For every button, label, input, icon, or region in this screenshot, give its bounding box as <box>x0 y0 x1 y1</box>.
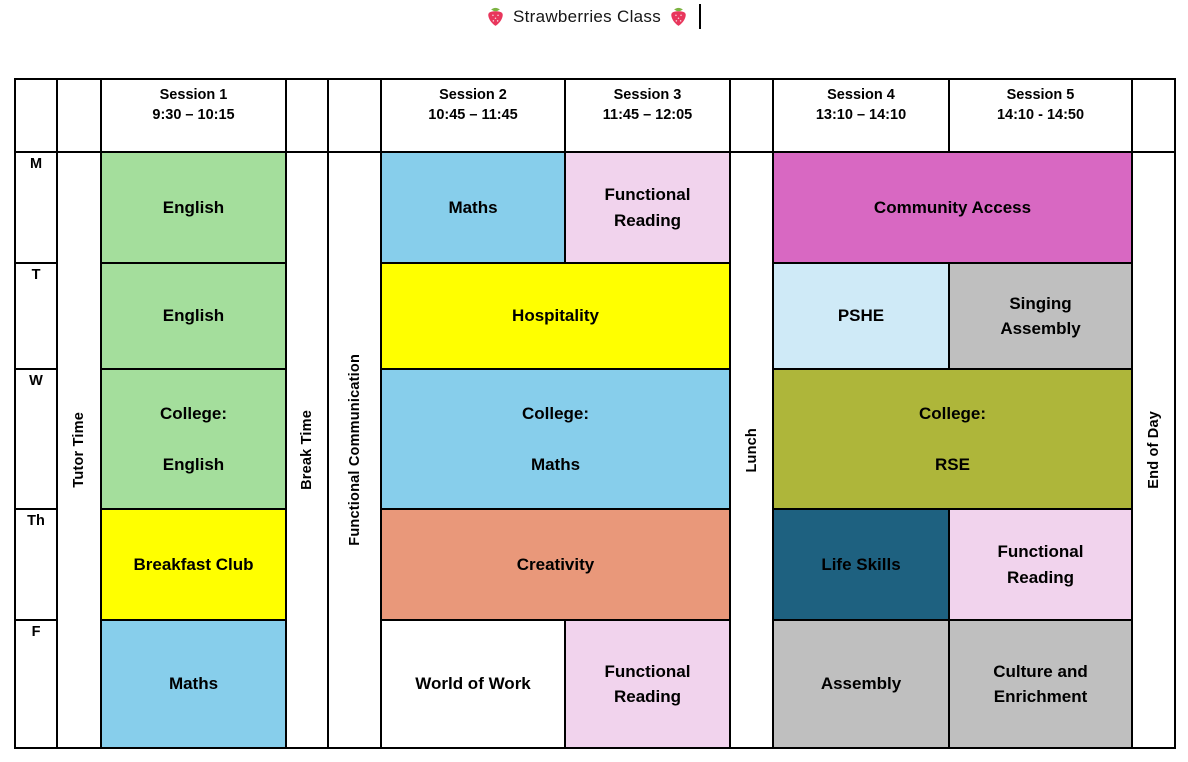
text-cursor <box>699 4 702 29</box>
cell-wednesday-session2-3[interactable]: College: Maths <box>382 370 731 510</box>
cell-wednesday-session4-5[interactable]: College: RSE <box>774 370 1133 510</box>
lunch-header-cell[interactable] <box>731 80 774 153</box>
break-time-header-cell[interactable] <box>287 80 329 153</box>
vertical-label-break-time[interactable]: Break Time <box>287 153 329 749</box>
cell-monday-session1[interactable]: English <box>102 153 287 264</box>
session5-header[interactable]: Session 5 14:10 - 14:50 <box>950 80 1133 153</box>
timetable-grid: Session 1 9:30 – 10:15 Session 2 10:45 –… <box>14 78 1176 749</box>
day-label-tuesday[interactable]: T <box>16 264 58 370</box>
cell-wednesday-session1[interactable]: College: English <box>102 370 287 510</box>
cell-friday-session5[interactable]: Culture and Enrichment <box>950 621 1133 749</box>
day-label-friday[interactable]: F <box>16 621 58 749</box>
cell-monday-session3[interactable]: Functional Reading <box>566 153 731 264</box>
session1-header[interactable]: Session 1 9:30 – 10:15 <box>102 80 287 153</box>
cell-friday-session2[interactable]: World of Work <box>382 621 566 749</box>
vertical-label-tutor-time[interactable]: Tutor Time <box>58 153 102 749</box>
session1-name: Session 1 <box>159 87 228 103</box>
session4-time: 13:10 – 14:10 <box>815 107 907 124</box>
functional-communication-header-cell[interactable] <box>329 80 382 153</box>
session2-header[interactable]: Session 2 10:45 – 11:45 <box>382 80 566 153</box>
day-label-monday[interactable]: M <box>16 153 58 264</box>
session1-time: 9:30 – 10:15 <box>152 107 235 124</box>
vertical-label-lunch[interactable]: Lunch <box>731 153 774 749</box>
session5-time: 14:10 - 14:50 <box>996 107 1085 124</box>
corner-cell[interactable] <box>16 80 58 153</box>
cell-tuesday-session4[interactable]: PSHE <box>774 264 950 370</box>
cell-monday-session2[interactable]: Maths <box>382 153 566 264</box>
cell-friday-session3[interactable]: Functional Reading <box>566 621 731 749</box>
cell-thursday-session1[interactable]: Breakfast Club <box>102 510 287 621</box>
day-label-thursday[interactable]: Th <box>16 510 58 621</box>
vertical-label-end-of-day[interactable]: End of Day <box>1133 153 1176 749</box>
cell-thursday-session5[interactable]: Functional Reading <box>950 510 1133 621</box>
page-title[interactable]: Strawberries Class <box>512 6 662 26</box>
vertical-label-functional-communication[interactable]: Functional Communication <box>329 153 382 749</box>
document-title: Strawberries Class <box>0 4 1188 29</box>
tutor-time-header-cell[interactable] <box>58 80 102 153</box>
session3-name: Session 3 <box>613 87 682 103</box>
cell-tuesday-session5[interactable]: Singing Assembly <box>950 264 1133 370</box>
cell-friday-session1[interactable]: Maths <box>102 621 287 749</box>
day-label-wednesday[interactable]: W <box>16 370 58 510</box>
cell-friday-session4[interactable]: Assembly <box>774 621 950 749</box>
cell-thursday-session4[interactable]: Life Skills <box>774 510 950 621</box>
end-of-day-header-cell[interactable] <box>1133 80 1176 153</box>
session2-name: Session 2 <box>439 87 507 103</box>
session3-time: 11:45 – 12:05 <box>602 107 693 124</box>
session4-header[interactable]: Session 4 13:10 – 14:10 <box>774 80 950 153</box>
cell-tuesday-session2-3[interactable]: Hospitality <box>382 264 731 370</box>
strawberry-icon <box>671 7 686 26</box>
session5-name: Session 5 <box>1006 87 1075 103</box>
cell-thursday-session2-3[interactable]: Creativity <box>382 510 731 621</box>
session4-name: Session 4 <box>827 87 895 103</box>
cell-tuesday-session1[interactable]: English <box>102 264 287 370</box>
cell-monday-session4-5[interactable]: Community Access <box>774 153 1133 264</box>
session2-time: 10:45 – 11:45 <box>428 107 518 124</box>
strawberry-icon <box>488 7 503 26</box>
session3-header[interactable]: Session 3 11:45 – 12:05 <box>566 80 731 153</box>
